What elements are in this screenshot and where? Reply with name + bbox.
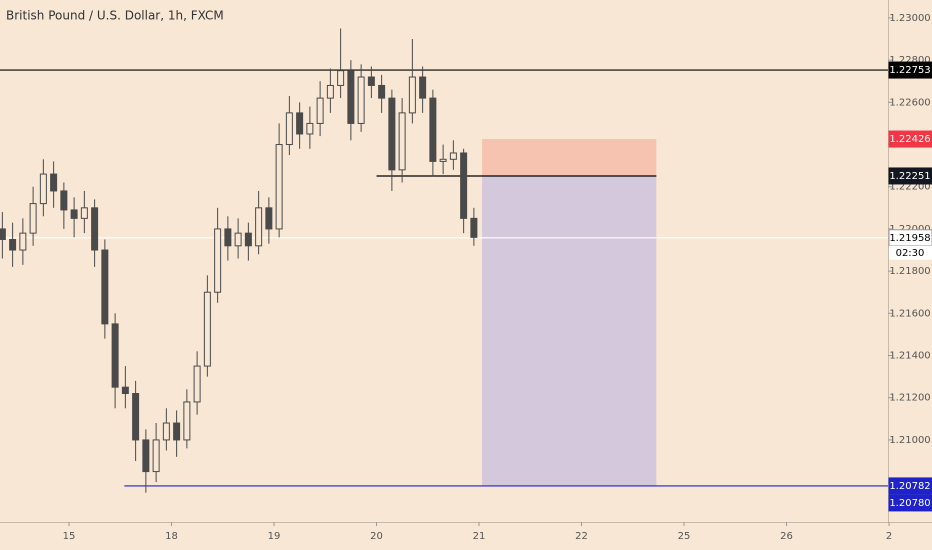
candle-body [234,232,242,247]
candle-body [408,76,416,114]
price-label: 1.21958 [889,233,930,244]
y-tick-label: 1.22800 [889,55,930,66]
price-label-box [888,61,932,79]
candle-body [60,190,68,211]
candle-body [183,401,191,441]
candle-body [306,122,314,135]
x-tick-label: 15 [63,531,76,542]
candle-body [419,76,427,99]
price-label: 1.22753 [889,65,930,76]
candle-body [203,291,211,367]
x-tick-label: 25 [678,531,691,542]
price-label: 1.20780 [889,498,930,509]
x-tick-label: 2 [886,531,892,542]
candle-body [173,422,181,441]
y-tick-label: 1.21200 [889,393,930,404]
candle-body [111,323,119,388]
y-tick-label: 1.21800 [889,266,930,277]
candle-body [357,76,365,124]
candle-body [132,393,140,441]
x-tick-label: 26 [780,531,793,542]
candle-body [0,228,6,240]
candle-body [121,386,129,395]
chart-title: British Pound / U.S. Dollar, 1h, FXCM [6,9,224,23]
y-tick-label: 1.23000 [889,13,930,24]
price-label-box [888,130,932,148]
price-label: 1.22251 [889,171,930,182]
candle-body [142,439,150,473]
candle-body [39,173,47,205]
candle-body [470,217,478,238]
candle-body [460,152,468,219]
candle-body [388,97,396,171]
candle-body [224,228,232,247]
y-tick-label: 1.21600 [889,308,930,319]
stop-zone [482,139,657,176]
y-tick-label: 1.21400 [889,351,930,362]
target-zone [482,175,657,486]
candle-body [214,228,222,293]
candle-body [193,365,201,403]
candle-body [9,238,17,251]
candle-body [449,152,457,160]
candle-body [91,207,99,251]
candle-body [439,158,447,162]
candle-body [152,439,160,473]
candle-body [378,84,386,99]
y-tick-label: 1.22200 [889,182,930,193]
candle-body [275,144,283,230]
candle-body [29,203,37,234]
candle-body [316,97,324,124]
candle-body [429,97,437,162]
countdown: 02:30 [896,248,925,259]
candle-body [101,249,109,325]
price-label-box [888,167,932,185]
countdown-box [889,245,932,260]
candle-body [244,232,252,247]
candle-body [162,422,170,441]
y-tick-label: 1.21000 [889,435,930,446]
x-tick-label: 18 [165,531,178,542]
candle-body [19,232,27,251]
candle-body [80,207,88,219]
candle-body [337,70,345,86]
candle-body [398,112,406,171]
candle-body [285,112,293,146]
y-tick-label: 1.22600 [889,97,930,108]
plot [0,28,888,493]
candle-body [367,76,375,86]
x-tick-label: 21 [473,531,486,542]
x-tick-label: 20 [370,531,383,542]
candle-body [255,207,263,247]
x-tick-label: 19 [268,531,281,542]
candle-body [70,209,78,219]
price-label: 1.20782 [889,481,930,492]
price-label: 1.22426 [889,134,930,145]
price-label-box [888,477,932,495]
candle-body [296,112,304,135]
candle-body [326,84,334,99]
price-label-box [888,494,932,512]
candle-body [50,173,58,192]
candle-body [265,207,273,230]
x-tick-label: 22 [575,531,588,542]
candle-body [347,70,355,124]
